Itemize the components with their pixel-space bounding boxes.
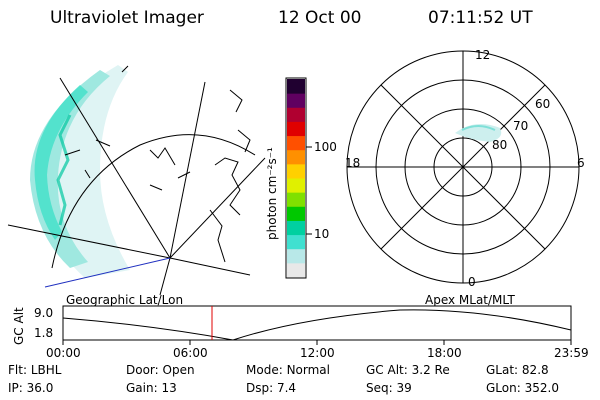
colorbar-segment bbox=[287, 93, 305, 108]
colorbar-segment bbox=[287, 149, 305, 165]
timeline-left-title: Geographic Lat/Lon bbox=[66, 293, 184, 307]
timeline-ytick-top: 9.0 bbox=[34, 306, 54, 320]
timeline-xtick: 00:00 bbox=[46, 346, 81, 360]
colorbar-segment bbox=[287, 192, 305, 207]
info-value-seq: 39 bbox=[396, 381, 412, 395]
info-label: Dsp: bbox=[246, 381, 274, 395]
timeline-xtick: 12:00 bbox=[300, 346, 335, 360]
info-value-ip: 36.0 bbox=[26, 381, 54, 395]
colorbar-segment bbox=[287, 163, 305, 179]
info-label: Gain: bbox=[126, 381, 158, 395]
info-value-glat: 82.8 bbox=[521, 363, 549, 377]
colorbar-segment bbox=[287, 206, 305, 221]
polar-lat-60: 60 bbox=[535, 97, 551, 111]
polar-label-bottom: 0 bbox=[468, 275, 476, 289]
colorbar-unit-label: photon cm⁻²s⁻¹ bbox=[265, 147, 279, 240]
info-value-dsp: 7.4 bbox=[276, 381, 297, 395]
info-label: GC Alt: bbox=[366, 363, 408, 377]
info-label: Flt: bbox=[8, 363, 27, 377]
polar-label-left: 18 bbox=[345, 156, 361, 170]
info-value-flt: LBHL bbox=[30, 363, 62, 377]
colorbar-segment bbox=[287, 79, 305, 94]
polar-label-right: 6 bbox=[577, 156, 585, 170]
timeline-axis-label: GC Alt bbox=[12, 307, 26, 345]
colorbar-tick-100: 100 bbox=[314, 140, 337, 154]
info-label: GLat: bbox=[486, 363, 519, 377]
timeline-right-title: Apex MLat/MLT bbox=[425, 293, 515, 307]
colorbar-segment bbox=[287, 178, 305, 193]
timeline-xtick: 18:00 bbox=[427, 346, 462, 360]
timeline-xtick: 06:00 bbox=[173, 346, 208, 360]
timeline-ytick-bottom: 1.8 bbox=[34, 326, 54, 340]
info-label: Door: bbox=[126, 363, 159, 377]
info-label: Seq: bbox=[366, 381, 393, 395]
info-value-mode: Normal bbox=[286, 363, 330, 377]
colorbar bbox=[285, 77, 312, 279]
colorbar-segment bbox=[287, 121, 305, 137]
timeline-xtick: 23:59 bbox=[554, 346, 589, 360]
polar-label-top: 12 bbox=[475, 48, 491, 62]
instrument-title: Ultraviolet Imager bbox=[50, 8, 204, 28]
time-label: 07:11:52 UT bbox=[428, 8, 533, 28]
info-value-gcalt: 3.2 Re bbox=[411, 363, 450, 377]
colorbar-segment bbox=[287, 220, 305, 236]
polar-lat-70: 70 bbox=[513, 119, 529, 133]
date-label: 12 Oct 00 bbox=[278, 8, 362, 28]
colorbar-segment bbox=[287, 107, 305, 122]
info-value-door: Open bbox=[162, 363, 195, 377]
polar-lat-80: 80 bbox=[492, 138, 508, 152]
colorbar-segment bbox=[287, 135, 305, 151]
info-label: IP: bbox=[8, 381, 23, 395]
colorbar-segment bbox=[287, 262, 305, 278]
colorbar-segment bbox=[287, 234, 305, 250]
info-label: Mode: bbox=[246, 363, 283, 377]
colorbar-segment bbox=[287, 248, 305, 264]
info-label: GLon: bbox=[486, 381, 521, 395]
geographic-image bbox=[7, 65, 266, 296]
timeline-plot bbox=[62, 305, 572, 345]
polar-plot bbox=[346, 50, 580, 284]
colorbar-tick-10: 10 bbox=[314, 227, 330, 241]
info-value-gain: 13 bbox=[161, 381, 177, 395]
info-value-glon: 352.0 bbox=[524, 381, 559, 395]
